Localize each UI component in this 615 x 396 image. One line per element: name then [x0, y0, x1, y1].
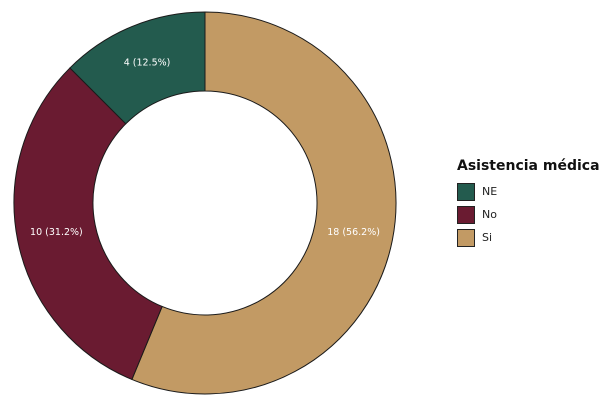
slice-label-no: 10 (31.2%)	[30, 227, 83, 238]
legend-swatch	[457, 228, 475, 247]
donut-slices	[13, 11, 397, 395]
slice-ne	[69, 11, 206, 125]
legend-swatch	[457, 182, 475, 201]
legend-label: Si	[482, 231, 493, 244]
slice-si	[131, 11, 397, 395]
legend-items: NE No Si	[457, 180, 600, 249]
slice-no	[13, 67, 163, 381]
slice-label-ne: 4 (12.5%)	[124, 58, 171, 69]
legend: Asistencia médica NE No Si	[457, 158, 600, 249]
legend-label: No	[482, 208, 497, 221]
legend-title: Asistencia médica	[457, 158, 600, 174]
donut-slice-labels: 18 (56.2%) 10 (31.2%) 4 (12.5%)	[30, 58, 380, 239]
legend-item-si: Si	[457, 226, 600, 249]
legend-label: NE	[482, 185, 498, 198]
slice-label-si: 18 (56.2%)	[327, 227, 380, 238]
legend-item-ne: NE	[457, 180, 600, 203]
legend-item-no: No	[457, 203, 600, 226]
legend-swatch	[457, 205, 475, 224]
